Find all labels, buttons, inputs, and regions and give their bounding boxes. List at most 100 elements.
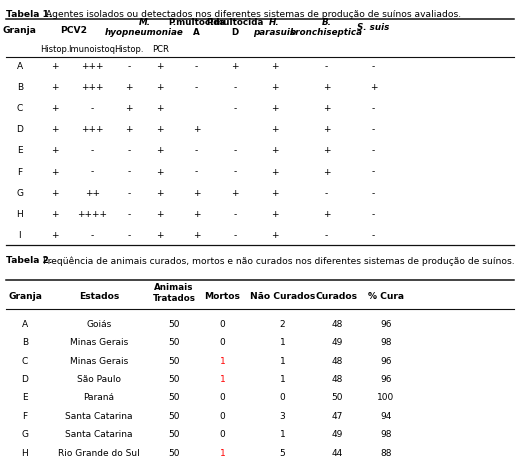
- Text: -: -: [91, 104, 94, 113]
- Text: +: +: [157, 146, 164, 155]
- Text: D: D: [16, 125, 23, 134]
- Text: A: A: [22, 319, 28, 328]
- Text: +: +: [323, 125, 330, 134]
- Text: Minas Gerais: Minas Gerais: [70, 356, 128, 365]
- Text: % Cura: % Cura: [368, 291, 404, 301]
- Text: Granja: Granja: [3, 26, 37, 35]
- Text: 48: 48: [331, 356, 343, 365]
- Text: B: B: [22, 337, 28, 347]
- Text: +: +: [157, 188, 164, 197]
- Text: +: +: [193, 209, 200, 218]
- Text: -: -: [91, 167, 94, 176]
- Text: Histop.: Histop.: [114, 45, 144, 54]
- Text: F: F: [17, 167, 22, 176]
- Text: E: E: [17, 146, 22, 155]
- Text: 0: 0: [219, 429, 226, 438]
- Text: -: -: [195, 83, 198, 92]
- Text: +: +: [271, 167, 278, 176]
- Text: G: G: [21, 429, 29, 438]
- Text: -: -: [372, 104, 375, 113]
- Text: Paraná: Paraná: [83, 392, 114, 402]
- Text: +: +: [271, 146, 278, 155]
- Text: -: -: [195, 62, 198, 71]
- Text: -: -: [325, 230, 328, 240]
- Text: +: +: [51, 230, 58, 240]
- Text: 1: 1: [219, 356, 226, 365]
- Text: 98: 98: [380, 337, 392, 347]
- Text: +: +: [51, 125, 58, 134]
- Text: -: -: [127, 230, 131, 240]
- Text: +: +: [323, 104, 330, 113]
- Text: A: A: [17, 62, 23, 71]
- Text: 49: 49: [331, 429, 343, 438]
- Text: 5: 5: [279, 448, 285, 457]
- Text: +: +: [51, 167, 58, 176]
- Text: +: +: [51, 188, 58, 197]
- Text: Tabela 1.: Tabela 1.: [6, 10, 53, 19]
- Text: -: -: [91, 230, 94, 240]
- Text: +++: +++: [81, 62, 104, 71]
- Text: ++++: ++++: [77, 209, 108, 218]
- Text: Santa Catarina: Santa Catarina: [65, 429, 133, 438]
- Text: 0: 0: [219, 337, 226, 347]
- Text: 1: 1: [279, 356, 285, 365]
- Text: Granja: Granja: [8, 291, 42, 301]
- Text: 50: 50: [168, 392, 180, 402]
- Text: I: I: [18, 230, 21, 240]
- Text: +: +: [193, 188, 200, 197]
- Text: G: G: [16, 188, 23, 197]
- Text: +: +: [157, 209, 164, 218]
- Text: +: +: [231, 62, 239, 71]
- Text: Minas Gerais: Minas Gerais: [70, 337, 128, 347]
- Text: +: +: [271, 230, 278, 240]
- Text: -: -: [372, 167, 375, 176]
- Text: -: -: [233, 209, 237, 218]
- Text: 2: 2: [280, 319, 285, 328]
- Text: -: -: [127, 188, 131, 197]
- Text: +: +: [323, 146, 330, 155]
- Text: +: +: [323, 209, 330, 218]
- Text: Freqüência de animais curados, mortos e não curados nos diferentes sistemas de p: Freqüência de animais curados, mortos e …: [43, 256, 515, 265]
- Text: +: +: [125, 83, 133, 92]
- Text: H: H: [22, 448, 28, 457]
- Text: 1: 1: [219, 374, 226, 383]
- Text: 1: 1: [219, 448, 226, 457]
- Text: +: +: [370, 83, 377, 92]
- Text: +++: +++: [81, 83, 104, 92]
- Text: 94: 94: [380, 411, 392, 420]
- Text: -: -: [233, 230, 237, 240]
- Text: -: -: [233, 83, 237, 92]
- Text: +: +: [157, 62, 164, 71]
- Text: D: D: [21, 374, 29, 383]
- Text: +: +: [51, 83, 58, 92]
- Text: -: -: [127, 167, 131, 176]
- Text: -: -: [372, 188, 375, 197]
- Text: +: +: [231, 188, 239, 197]
- Text: 96: 96: [380, 319, 392, 328]
- Text: Rio Grande do Sul: Rio Grande do Sul: [58, 448, 140, 457]
- Text: Estados: Estados: [79, 291, 119, 301]
- Text: +: +: [271, 62, 278, 71]
- Text: P.multocida
A: P.multocida A: [168, 18, 225, 37]
- Text: M.
hyopneumoniae: M. hyopneumoniae: [105, 18, 184, 37]
- Text: 47: 47: [331, 411, 343, 420]
- Text: -: -: [127, 146, 131, 155]
- Text: Imunoistoq.: Imunoistoq.: [68, 45, 118, 54]
- Text: ++: ++: [85, 188, 100, 197]
- Text: P.multocida
D: P.multocida D: [206, 18, 264, 37]
- Text: +: +: [157, 230, 164, 240]
- Text: +: +: [125, 104, 133, 113]
- Text: +: +: [157, 83, 164, 92]
- Text: F: F: [22, 411, 28, 420]
- Text: 50: 50: [168, 337, 180, 347]
- Text: -: -: [127, 62, 131, 71]
- Text: 0: 0: [219, 392, 226, 402]
- Text: 50: 50: [168, 448, 180, 457]
- Text: -: -: [372, 62, 375, 71]
- Text: C: C: [17, 104, 23, 113]
- Text: +: +: [323, 83, 330, 92]
- Text: H: H: [17, 209, 23, 218]
- Text: Goiás: Goiás: [86, 319, 111, 328]
- Text: -: -: [91, 146, 94, 155]
- Text: C: C: [22, 356, 28, 365]
